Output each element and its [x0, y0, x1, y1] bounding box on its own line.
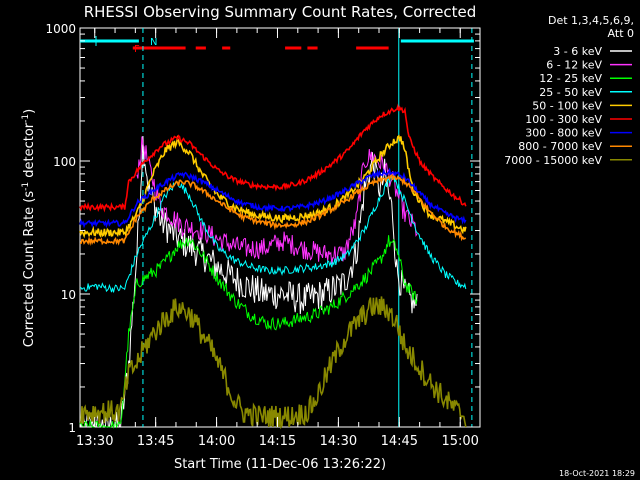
flag-f-label: F [134, 44, 140, 55]
y-axis-label-end: ) [22, 109, 37, 114]
series-line-6 [79, 167, 467, 229]
legend-label-7: 800 - 7000 keV [518, 140, 602, 153]
y-axis-label-sup2: -1 [21, 114, 31, 123]
x-tick-label: 13:30 [76, 434, 113, 449]
legend-label-2: 12 - 25 keV [539, 72, 602, 85]
y-axis-label-mid: detector [22, 122, 37, 182]
y-tick-label: 1 [68, 421, 76, 435]
x-tick-label: 14:30 [320, 434, 357, 449]
flags-layer: FN [80, 28, 474, 427]
series-line-7 [79, 173, 467, 247]
flag-n-label: N [150, 37, 157, 48]
legend-label-8: 7000 - 15000 keV [504, 154, 602, 167]
legend-label-6: 300 - 800 keV [525, 127, 602, 140]
legend-label-0: 3 - 6 keV [553, 45, 602, 58]
y-tick-label: 10 [61, 288, 76, 302]
y-axis-label: Corrected Count Rate (s-1 detector-1) [21, 109, 37, 347]
x-tick-label: 14:45 [381, 434, 418, 449]
y-tick-label: 1000 [45, 22, 76, 36]
legend-header-line-1: Det 1,3,4,5,6,9, [548, 14, 634, 27]
y-axis-label-main: Corrected Count Rate (s [22, 191, 37, 348]
series-line-5 [79, 103, 467, 213]
series-line-0 [79, 136, 418, 428]
legend-header: Det 1,3,4,5,6,9, Att 0 [548, 14, 634, 40]
legend-label-1: 6 - 12 keV [546, 59, 602, 72]
chart-title: RHESSI Observing Summary Count Rates, Co… [84, 3, 477, 21]
x-tick-label: 13:45 [137, 434, 174, 449]
series-line-3 [79, 174, 467, 293]
legend-header-line-2: Att 0 [608, 27, 634, 40]
x-tick-label: 15:00 [441, 434, 478, 449]
series-layer [79, 103, 467, 430]
plot-frame [79, 27, 481, 428]
x-tick-label: 14:15 [259, 434, 296, 449]
legend-label-3: 25 - 50 keV [539, 86, 602, 99]
legend-label-4: 50 - 100 keV [532, 99, 602, 112]
footer-timestamp: 18-Oct-2021 18:29 [559, 469, 635, 478]
y-tick-label: 100 [53, 155, 76, 169]
x-axis-label: Start Time (11-Dec-06 13:26:22) [174, 457, 386, 472]
ticks-layer: 1 10 100 1000 13:30 13:45 14:00 14:15 14:30 14:45… [45, 22, 480, 449]
y-axis-label-sup1: -1 [21, 182, 31, 191]
x-tick-label: 14:00 [198, 434, 235, 449]
legend-label-5: 100 - 300 keV [525, 113, 602, 126]
series-line-8 [79, 296, 467, 430]
series-line-1 [136, 136, 418, 265]
series-line-2 [79, 235, 418, 429]
